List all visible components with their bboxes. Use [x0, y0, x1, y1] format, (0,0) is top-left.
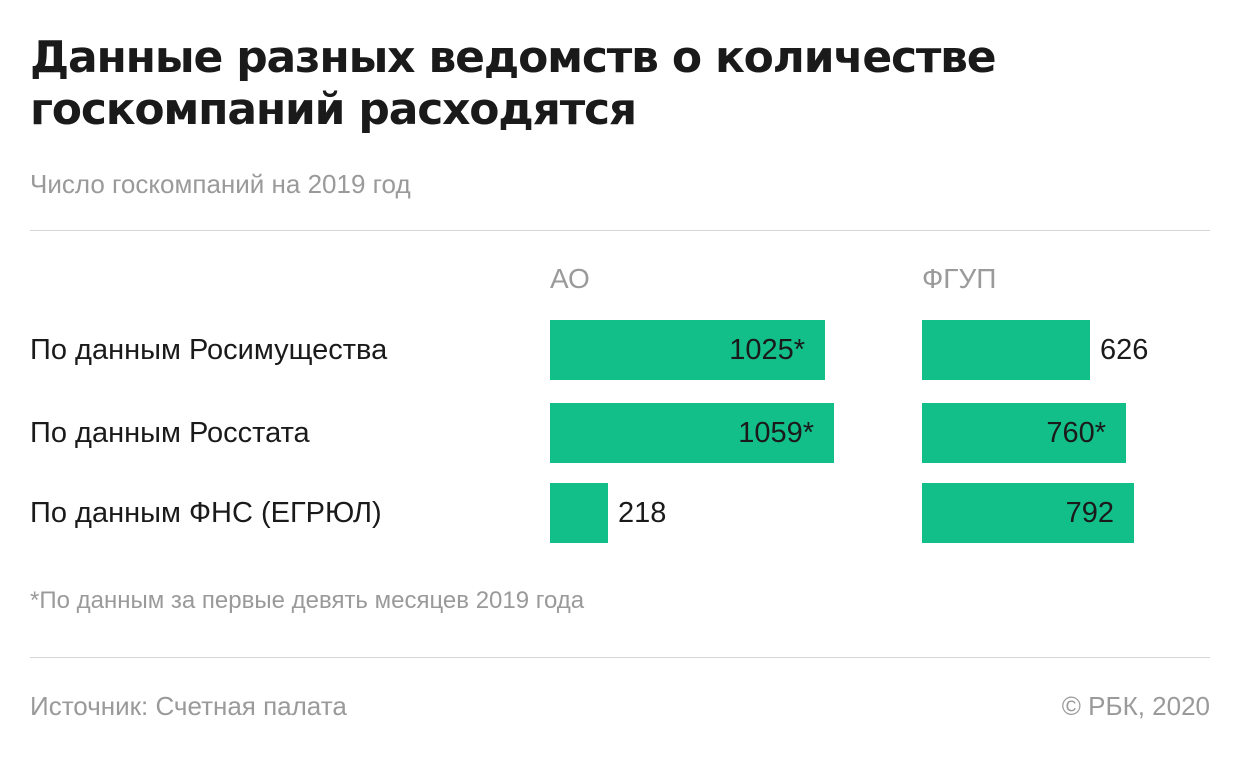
- bar-1-2: [550, 403, 834, 463]
- bar-2-2: [922, 403, 1126, 463]
- footnote: *По данным за первые девять месяцев 2019…: [30, 587, 585, 614]
- bar-1-3: [550, 483, 608, 543]
- data-label-1-2: 1059*: [738, 417, 814, 449]
- bar-2-1: [922, 320, 1090, 380]
- bottom-divider: [30, 657, 1210, 658]
- data-label-1-3: 218: [618, 497, 667, 529]
- data-label-2-3: 792: [1065, 497, 1114, 529]
- bar-1-1: [550, 320, 825, 380]
- column-header-2: ФГУП: [922, 263, 997, 294]
- row-label-1: По данным Росимущества: [30, 334, 388, 366]
- chart-title: Данные разных ведомств о количестве госк…: [30, 32, 997, 135]
- copyright: © РБК, 2020: [1061, 691, 1210, 721]
- chart-subtitle: Число госкомпаний на 2019 год: [30, 169, 411, 199]
- data-label-2-1: 626: [1100, 334, 1149, 366]
- source-note: Источник: Счетная палата: [30, 691, 347, 721]
- data-label-2-2: 760*: [1046, 417, 1106, 449]
- row-label-2: По данным Росстата: [30, 417, 310, 449]
- top-divider: [30, 230, 1210, 231]
- data-label-1-1: 1025*: [729, 334, 805, 366]
- column-header-1: АО: [550, 263, 590, 294]
- bar-2-3: [922, 483, 1134, 543]
- row-label-3: По данным ФНС (ЕГРЮЛ): [30, 497, 382, 529]
